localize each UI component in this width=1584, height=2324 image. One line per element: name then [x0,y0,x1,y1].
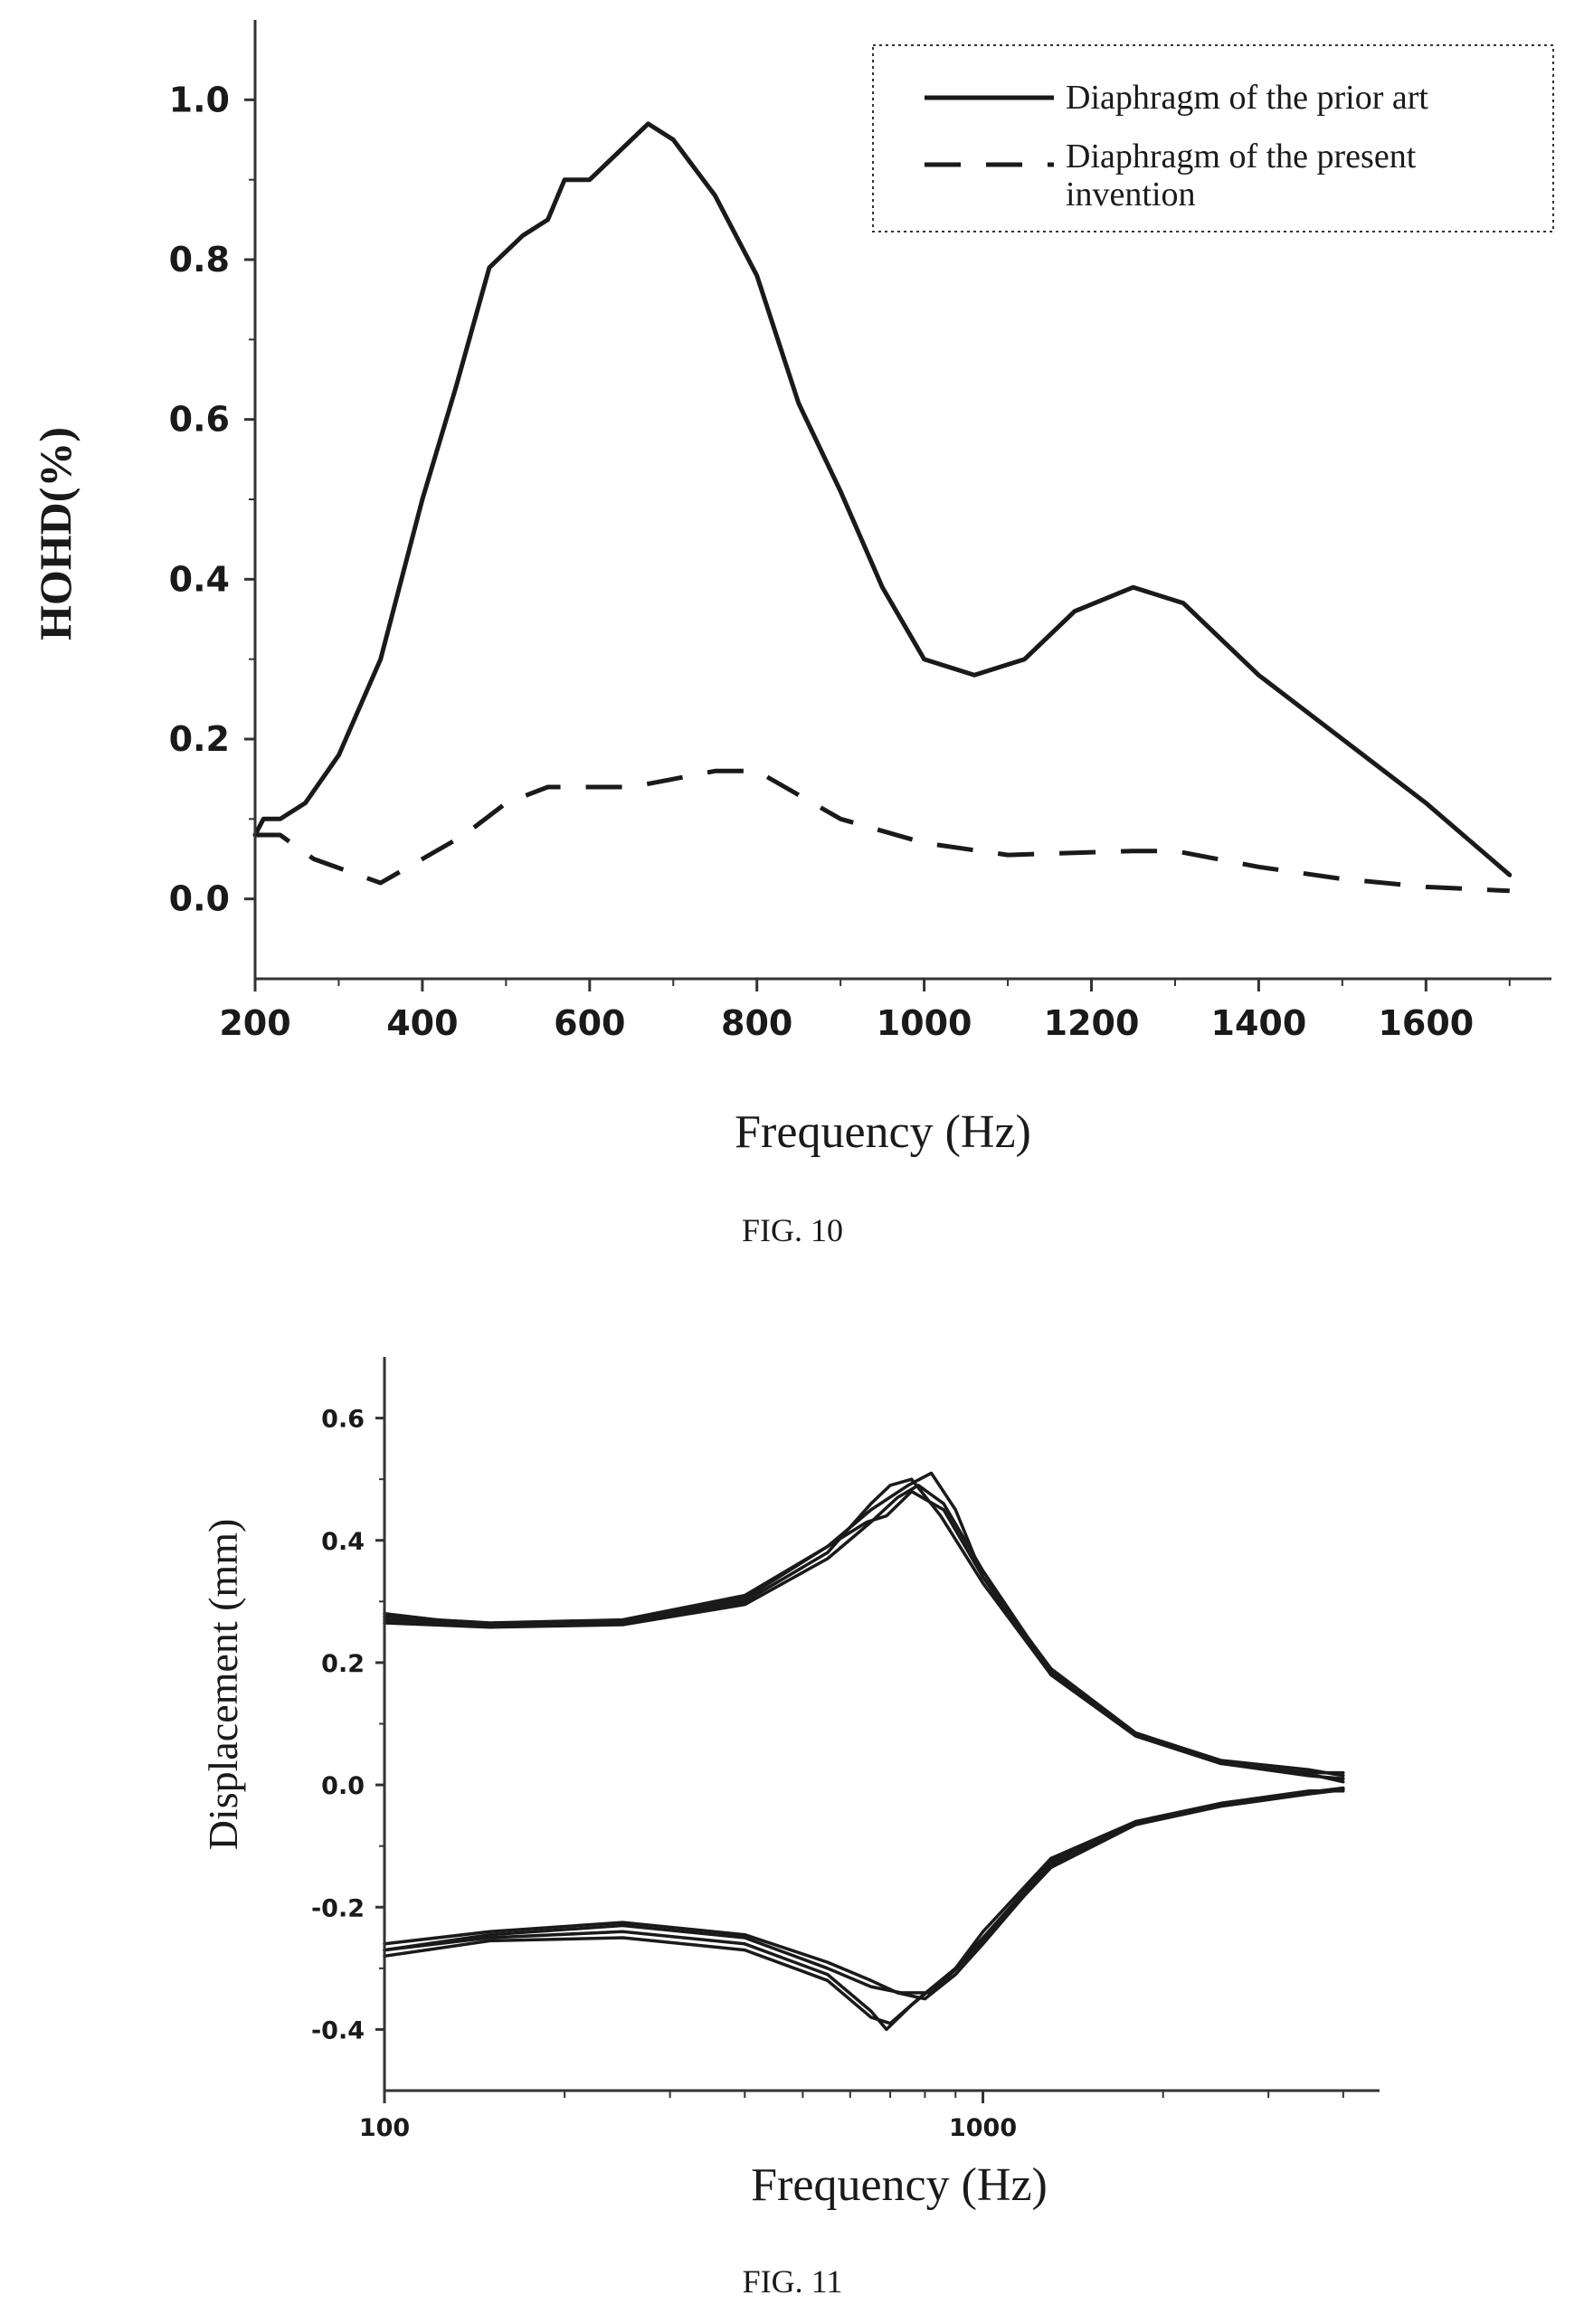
fig10-legend-entry-2-line1: Diaphragm of the present [1066,138,1417,175]
fig10-series-layer [252,121,1513,894]
fig10-x-tick-label: 800 [721,1003,792,1043]
fig11-y-axis-label: Displacement (mm) [200,1519,246,1851]
fig11-series-line-8 [383,1787,1345,1995]
fig10-legend-box [872,44,1554,232]
fig11-series-line-3 [383,1484,1345,1781]
fig11-series-line-5 [383,1789,1345,2025]
fig11-series-line-6 [383,1786,1345,2032]
fig10-y-tick-label: 0.6 [169,400,230,440]
fig11-caption: FIG. 11 [743,2263,843,2300]
fig10-series-line-2 [255,768,1510,894]
fig10-y-tick-label: 0.4 [169,559,230,599]
fig11-x-ticks: 100 1000 [359,2091,1344,2142]
fig11-y-tick-label: 0.6 [321,1406,365,1434]
fig11-series-line-4 [383,1489,1345,1784]
fig10-x-tick-label: 1600 [1378,1003,1474,1043]
fig11-y-tick-label: 0.2 [321,1650,365,1678]
fig10-x-tick-label: 1000 [877,1003,972,1043]
fig11-y-tick-label: 0.0 [321,1772,365,1800]
fig11-x-tick-label: 100 [359,2114,410,2142]
fig10-x-axis-label: Frequency (Hz) [735,1106,1031,1158]
fig10-y-tick-label: 0.2 [169,719,230,759]
fig11-y-tick-label: -0.4 [311,2016,365,2044]
fig10-y-tick-label: 1.0 [169,80,230,119]
fig11-axes [383,1357,1380,2092]
fig11-y-ticks: -0.4 -0.2 0.0 0.2 0.4 0.6 [311,1406,384,2044]
fig10-chart: 0.0 0.2 0.4 0.6 0.8 1.0 200 400 600 800 1000 1200 1… [30,20,1554,1248]
fig11-y-tick-label: -0.2 [311,1894,365,1922]
fig10-y-axis-label: HOHD(%) [30,427,81,640]
fig11-series-line-2 [383,1471,1345,1778]
fig10-x-tick-label: 200 [219,1003,290,1043]
fig10-x-tick-label: 1200 [1044,1003,1140,1043]
fig11-y-tick-label: 0.4 [321,1528,365,1556]
fig10-x-tick-label: 1400 [1211,1003,1307,1043]
fig11-x-tick-label: 1000 [949,2114,1017,2142]
fig10-y-ticks: 0.0 0.2 0.4 0.6 0.8 1.0 [169,80,255,919]
fig10-legend: Diaphragm of the prior art Diaphragm of … [872,44,1554,232]
fig11-x-axis-label: Frequency (Hz) [751,2159,1048,2211]
fig10-legend-entry-2: Diaphragm of the present invention [1066,138,1425,213]
fig11-series-layer [383,1471,1345,2032]
fig10-legend-entry-1: Diaphragm of the prior art [1066,79,1428,117]
fig11-chart: -0.4 -0.2 0.0 0.2 0.4 0.6 100 1000 Displacemen… [200,1357,1380,2300]
fig10-x-ticks: 200 400 600 800 1000 1200 1400 1600 [219,979,1511,1043]
fig11-series-line-7 [383,1788,1345,2001]
fig10-y-tick-label: 0.0 [169,879,230,919]
fig10-y-tick-label: 0.8 [169,240,230,280]
fig10-series-line-1 [252,121,1513,877]
fig10-x-tick-label: 600 [554,1003,625,1043]
fig10-caption: FIG. 10 [742,1212,843,1248]
fig10-legend-entry-2-line2: invention [1066,175,1196,213]
fig10-x-tick-label: 400 [386,1003,458,1043]
